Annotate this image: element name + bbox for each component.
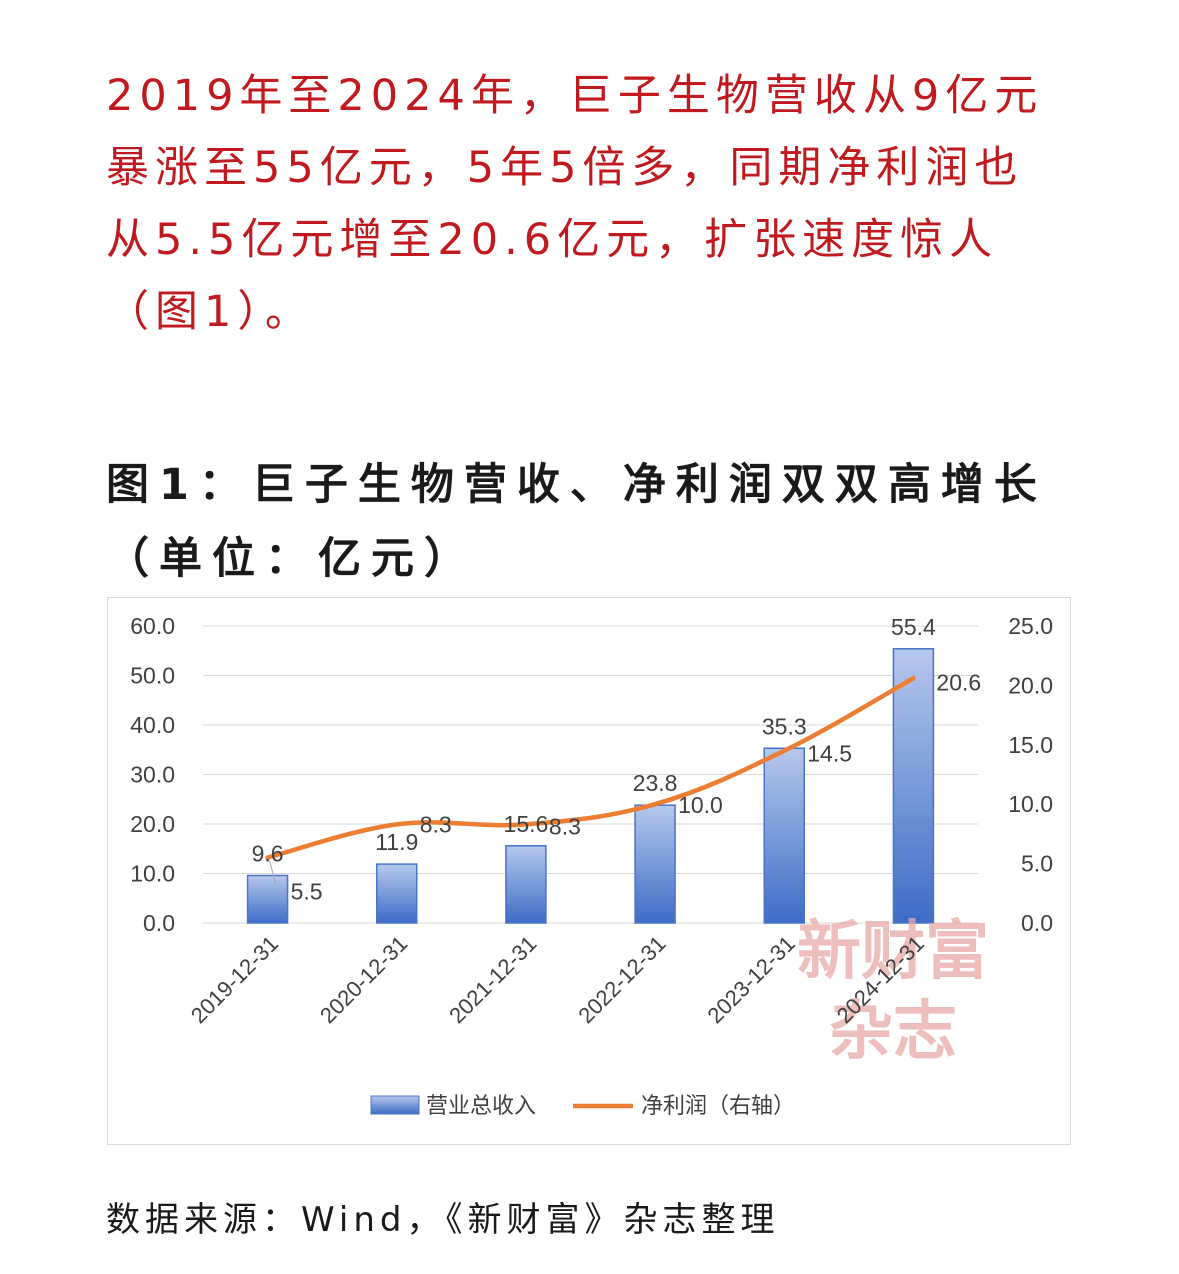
figure-title-unit: （单位：亿元） (106, 534, 477, 584)
intro-line: 2019年至2024年，巨子生物营收从9亿元 (106, 71, 1044, 121)
combo-chart: 0.0 10.0 20.0 30.0 40.0 50.0 60.0 0.0 5.0 10.0 15.… (130, 613, 1053, 1118)
bar (892, 648, 935, 924)
intro-line: 暴涨至55亿元，5年5倍多，同期净利润也 (106, 143, 1024, 193)
y-right-tick-label: 25.0 (1008, 613, 1053, 639)
bar-data-label: 15.6 (504, 811, 549, 837)
legend-label-revenue: 营业总收入 (426, 1093, 536, 1118)
line-data-label: 8.3 (549, 813, 581, 839)
intro-paragraph: 2019年至2024年，巨子生物营收从9亿元 暴涨至55亿元，5年5倍多，同期净… (106, 60, 1081, 348)
x-category-label: 2023-12-31 (703, 931, 800, 1028)
bar (246, 874, 289, 924)
x-category-label: 2020-12-31 (315, 931, 412, 1028)
y-left-tick-label: 50.0 (130, 663, 175, 689)
x-category-label: 2019-12-31 (186, 931, 283, 1028)
figure-title: 图1：巨子生物营收、净利润双双高增长 （单位：亿元） (106, 448, 1081, 596)
bar-data-label: 35.3 (762, 713, 807, 739)
bar-data-label: 55.4 (891, 614, 936, 640)
line-data-label: 10.0 (678, 792, 723, 818)
y-left-tick-label: 40.0 (130, 712, 175, 738)
bar-data-label: 9.6 (252, 840, 284, 866)
net-profit-line (265, 676, 916, 860)
x-category-label: 2022-12-31 (573, 931, 670, 1028)
legend-label-net-profit: 净利润（右轴） (641, 1093, 795, 1118)
y-left-tick-label: 0.0 (143, 910, 175, 936)
y-right-tick-label: 10.0 (1008, 791, 1053, 817)
line-data-label: 14.5 (807, 741, 852, 767)
intro-line: 从5.5亿元增至20.6亿元，扩张速度惊人 (106, 215, 999, 265)
y-right-tick-label: 5.0 (1021, 851, 1053, 877)
y-right-tick-label: 15.0 (1008, 732, 1053, 758)
label-leader-line (269, 860, 277, 884)
line-data-label: 8.3 (420, 811, 452, 837)
bar-data-label: 23.8 (633, 770, 678, 796)
x-category-label: 2021-12-31 (444, 931, 541, 1028)
bar (505, 845, 547, 924)
figure-title-line: 图1：巨子生物营收、净利润双双高增长 (106, 460, 1047, 510)
y-right-tick-label: 0.0 (1021, 910, 1053, 936)
line-data-label: 5.5 (291, 879, 323, 905)
line-data-label: 20.6 (936, 669, 981, 695)
y-left-tick-label: 20.0 (130, 811, 175, 837)
y-right-tick-label: 20.0 (1008, 672, 1053, 698)
bar-data-label: 11.9 (375, 829, 418, 855)
bar (763, 747, 805, 924)
y-left-tick-label: 30.0 (130, 762, 175, 788)
bar (634, 804, 676, 924)
y-left-tick-label: 60.0 (130, 613, 175, 639)
watermark-text: 新财富 (797, 915, 989, 987)
source-note: 数据来源：Wind，《新财富》杂志整理 (106, 1200, 780, 1240)
watermark-text: 杂志 (829, 995, 957, 1067)
bar (376, 863, 418, 924)
legend-swatch-revenue (370, 1095, 420, 1115)
y-left-tick-label: 10.0 (130, 861, 175, 887)
chart-container: 0.0 10.0 20.0 30.0 40.0 50.0 60.0 0.0 5.0 10.0 15.… (107, 597, 1071, 1145)
intro-line: （图1）。 (106, 287, 314, 337)
